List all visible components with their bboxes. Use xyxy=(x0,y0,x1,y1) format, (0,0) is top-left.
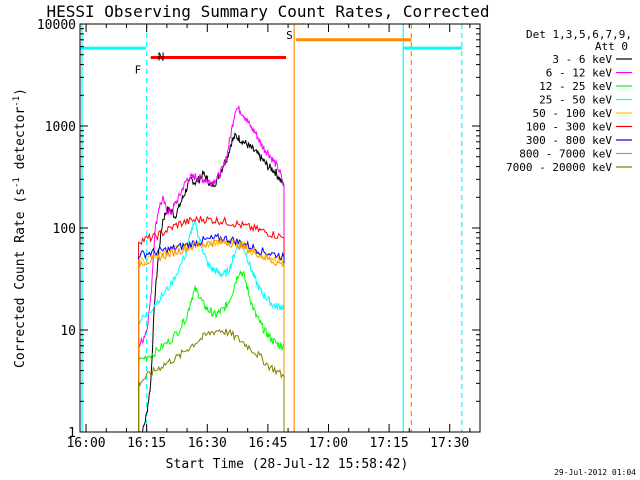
series-line xyxy=(138,215,285,432)
annotation-f: F xyxy=(135,63,142,76)
x-tick-label: 16:00 xyxy=(66,436,105,451)
x-tick-label: 17:15 xyxy=(370,436,409,451)
y-axis-label: Corrected Count Rate (s-1 detector-1) xyxy=(12,88,28,368)
series-line xyxy=(138,132,285,433)
legend-label: 800 - 7000 keV xyxy=(519,148,612,161)
legend-label: 50 - 100 keV xyxy=(533,107,613,120)
annotation-s: S xyxy=(286,29,293,42)
annotation-n: N xyxy=(158,51,165,64)
y-axis-label-sup-2: -1 xyxy=(12,96,22,107)
footer-date: 29-Jul-2012 01:04 xyxy=(554,468,636,477)
x-tick-label: 16:45 xyxy=(248,436,287,451)
y-tick-label: 1000 xyxy=(45,120,76,135)
legend-label: 25 - 50 keV xyxy=(539,94,612,107)
legend-label: 100 - 300 keV xyxy=(526,121,612,134)
series-line xyxy=(138,328,285,432)
x-tick-label: 17:30 xyxy=(430,436,469,451)
x-tick-label: 16:30 xyxy=(188,436,227,451)
y-tick-label: 100 xyxy=(53,222,76,237)
legend-label: 12 - 25 keV xyxy=(539,80,612,93)
legend-header-1: Det 1,3,5,6,7,9, xyxy=(526,28,632,41)
plot-area: N F S xyxy=(80,24,463,433)
chart-title: HESSI Observing Summary Count Rates, Cor… xyxy=(46,2,489,21)
y-axis-label-main: Corrected Count Rate (s xyxy=(13,188,28,368)
y-tick-label: 10 xyxy=(60,324,76,339)
y-tick-label: 1 xyxy=(68,426,76,441)
legend-label: 7000 - 20000 keV xyxy=(506,161,612,174)
series-line xyxy=(138,270,285,432)
series-line xyxy=(138,219,285,432)
x-axis-label: Start Time (28-Jul-12 15:58:42) xyxy=(166,457,409,472)
legend-label: 300 - 800 keV xyxy=(526,134,612,147)
legend-label: 3 - 6 keV xyxy=(552,53,612,66)
legend-header-2: Att 0 xyxy=(595,40,628,53)
legend-label: 6 - 12 keV xyxy=(546,67,613,80)
x-tick-label: 17:00 xyxy=(309,436,348,451)
axes: 16:00 16:15 16:30 16:45 17:00 17:15 17:30 1 10 10… xyxy=(37,18,481,451)
series-line xyxy=(138,105,285,432)
y-axis-label-mid: detector xyxy=(13,107,28,178)
series-line xyxy=(138,232,285,432)
y-axis-label-end: ) xyxy=(13,88,28,96)
y-tick-label: 10000 xyxy=(37,18,76,33)
x-tick-label: 16:15 xyxy=(127,436,166,451)
series-line xyxy=(138,236,285,432)
y-axis-label-sup-1: -1 xyxy=(12,177,22,188)
